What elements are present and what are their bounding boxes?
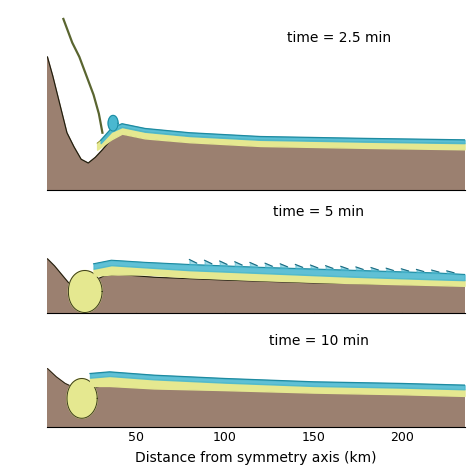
Text: time = 2.5 min: time = 2.5 min xyxy=(287,31,392,45)
Polygon shape xyxy=(68,271,102,312)
Polygon shape xyxy=(108,116,118,131)
Polygon shape xyxy=(47,259,465,313)
Text: time = 10 min: time = 10 min xyxy=(269,334,368,348)
Polygon shape xyxy=(47,57,465,190)
Polygon shape xyxy=(47,369,465,427)
Text: Distance from symmetry axis (km): Distance from symmetry axis (km) xyxy=(135,450,377,465)
Text: time = 5 min: time = 5 min xyxy=(273,205,364,219)
Polygon shape xyxy=(67,379,97,418)
